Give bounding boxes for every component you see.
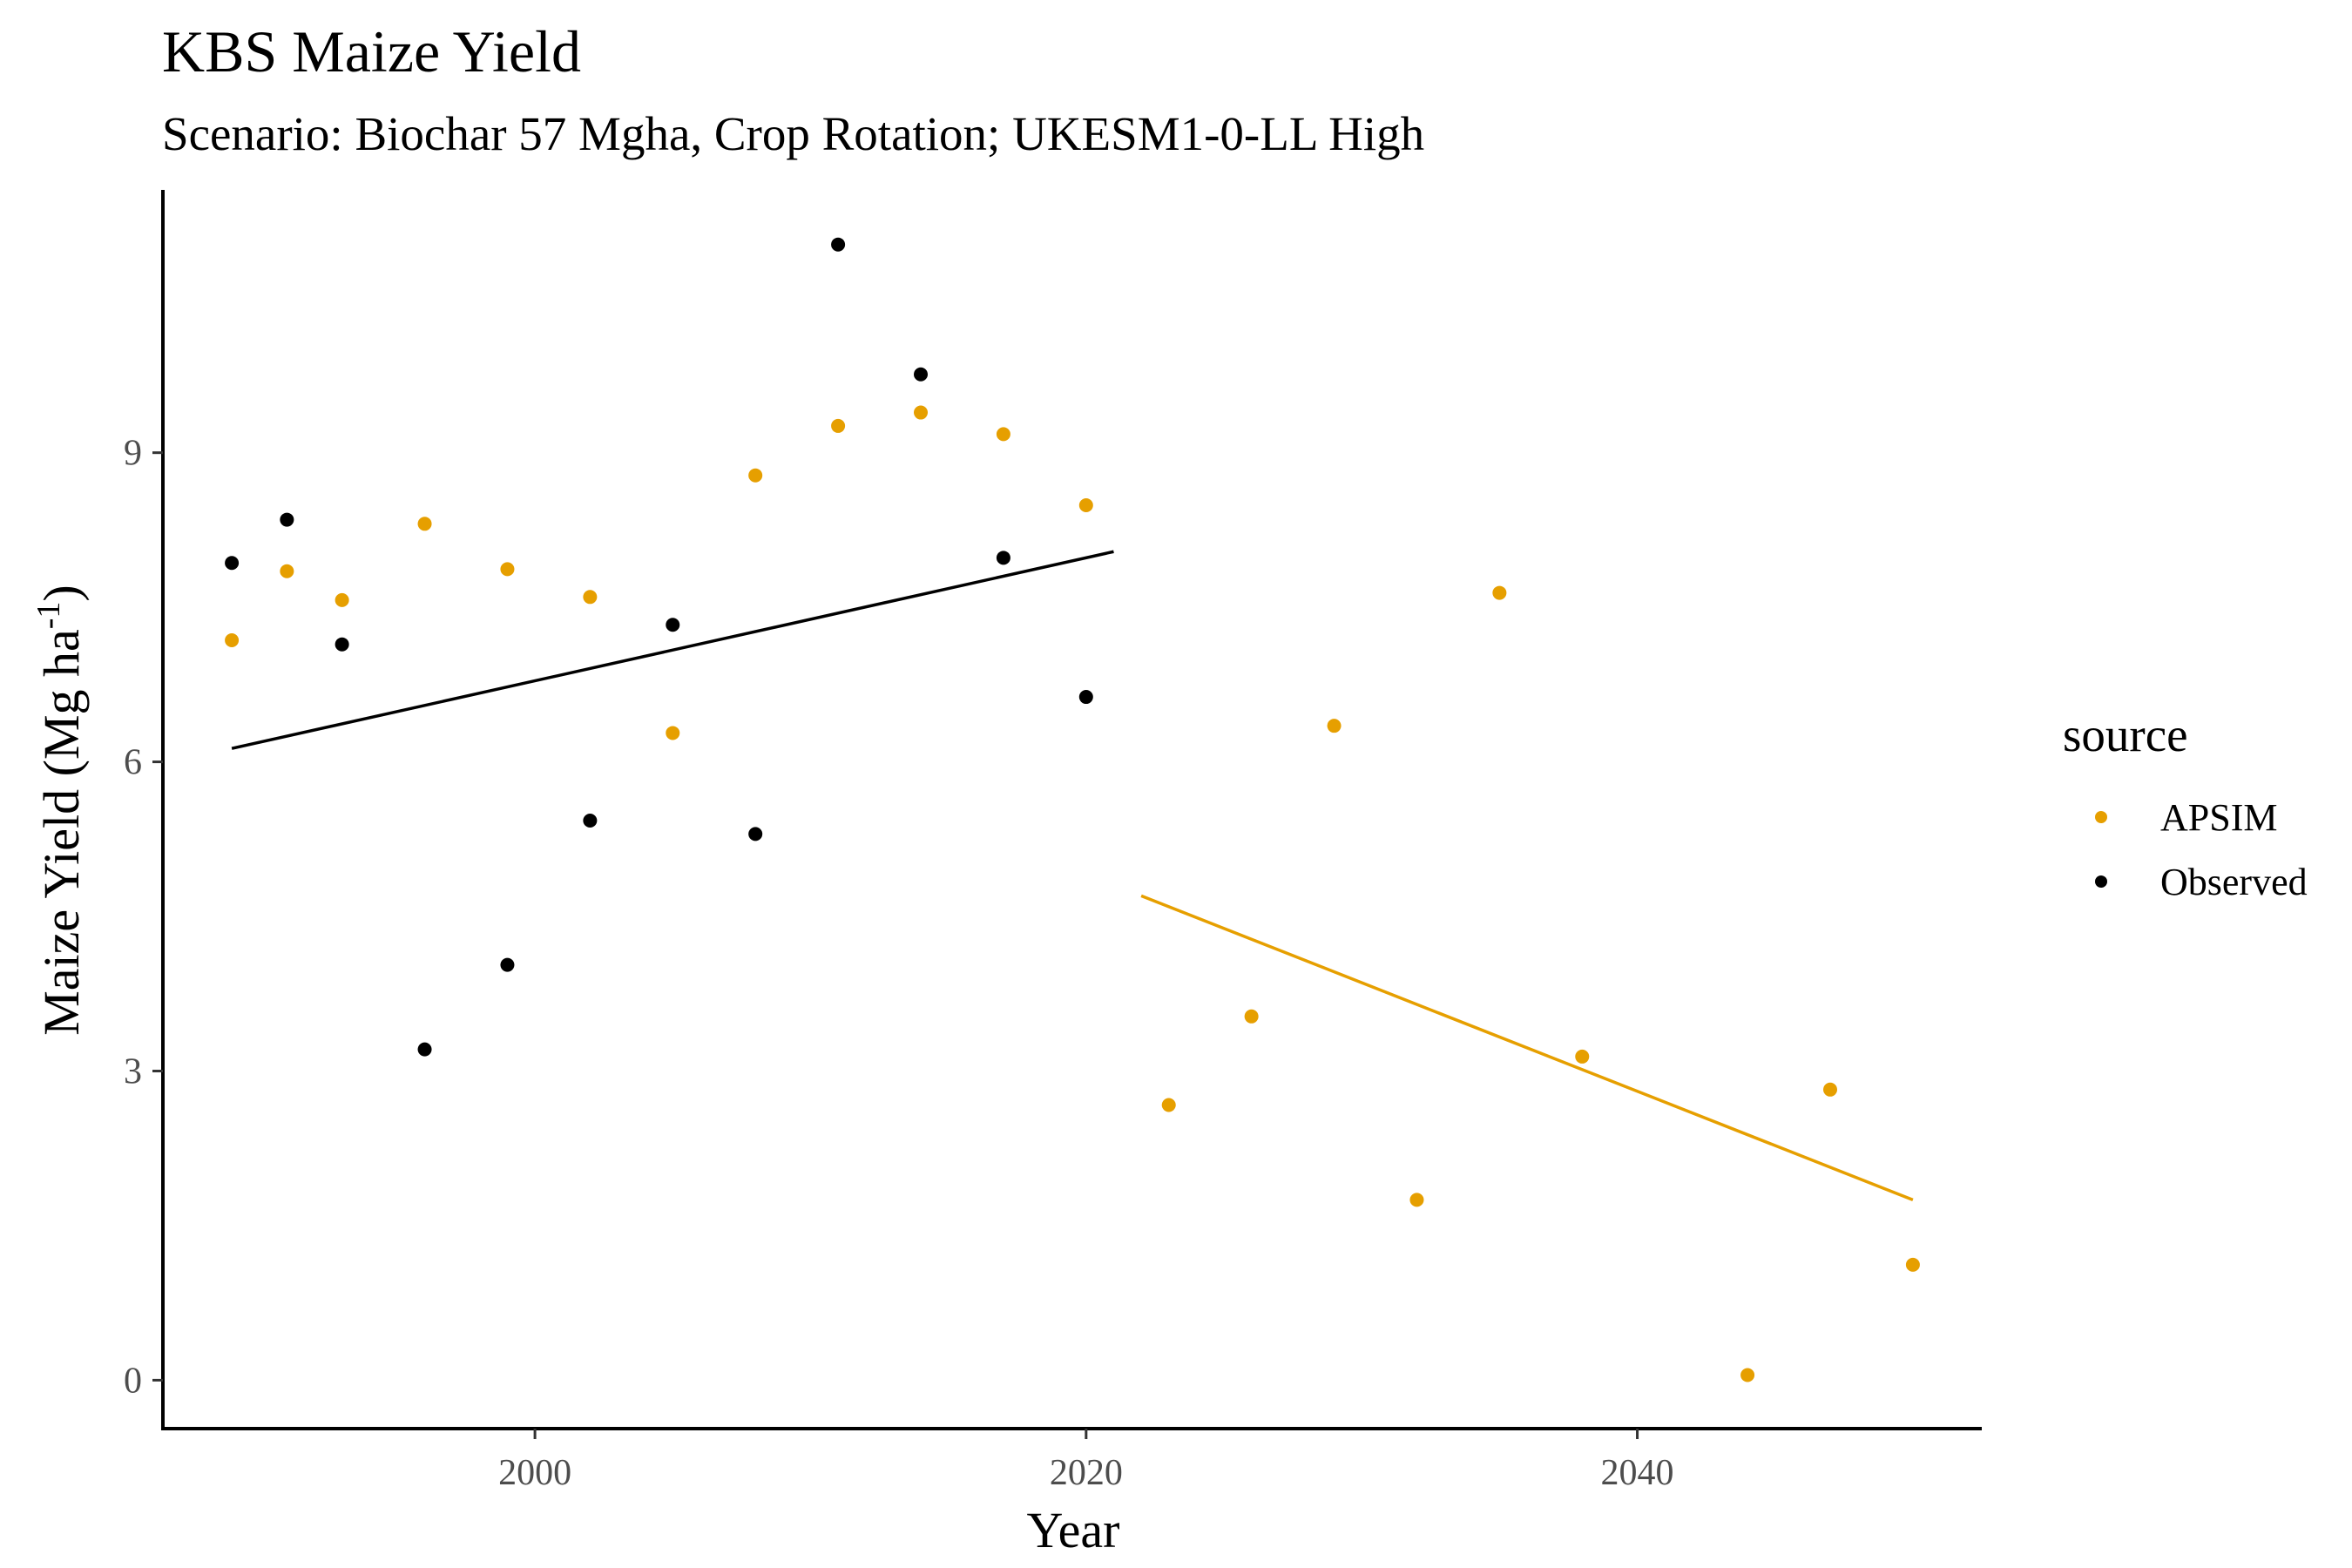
point-observed-9 (914, 367, 928, 382)
y-axis-title-superscript: -1 (30, 602, 67, 630)
point-apsim-1 (280, 564, 294, 578)
point-apsim-7 (748, 468, 763, 483)
legend: source APSIM Observed (2063, 708, 2308, 903)
point-observed-8 (831, 237, 846, 252)
point-apsim-5 (583, 590, 598, 605)
point-observed-5 (583, 814, 598, 828)
point-observed-2 (335, 637, 349, 652)
x-tick-label-2040: 2040 (1601, 1453, 1674, 1493)
x-axis-title: Year (1027, 1502, 1120, 1558)
point-observed-3 (417, 1042, 432, 1057)
chart-subtitle: Scenario: Biochar 57 Mgha, Crop Rotation… (162, 107, 1424, 160)
legend-label-apsim: APSIM (2160, 796, 2278, 839)
point-apsim-15 (1409, 1193, 1424, 1207)
y-axis-title: Maize Yield (Mg ha-1) (30, 585, 90, 1036)
plot-area (225, 237, 1920, 1382)
point-apsim-19 (1823, 1082, 1837, 1097)
y-tick-label-9: 9 (124, 434, 142, 474)
legend-title: source (2063, 708, 2188, 761)
x-tick-label-2020: 2020 (1050, 1453, 1123, 1493)
point-apsim-20 (1905, 1257, 1920, 1272)
point-observed-10 (996, 551, 1010, 565)
point-apsim-11 (1078, 498, 1093, 513)
point-apsim-2 (335, 592, 349, 607)
y-tick-label-0: 0 (124, 1361, 142, 1401)
trend-line-apsim (1140, 894, 1914, 1201)
y-ticks: 0 3 6 9 (124, 434, 163, 1401)
point-apsim-13 (1244, 1009, 1259, 1024)
point-apsim-4 (500, 562, 515, 577)
point-observed-7 (748, 827, 763, 841)
point-observed-1 (280, 512, 294, 527)
point-observed-4 (500, 957, 515, 972)
point-apsim-10 (996, 427, 1010, 442)
point-apsim-9 (914, 405, 928, 420)
y-tick-label-6: 6 (124, 743, 142, 783)
x-ticks: 2000 2020 2040 (498, 1429, 1674, 1493)
point-apsim-16 (1492, 585, 1507, 600)
point-observed-0 (225, 556, 240, 571)
chart-title: KBS Maize Yield (162, 18, 581, 84)
point-observed-11 (1078, 690, 1093, 705)
point-apsim-14 (1327, 719, 1342, 733)
trend-line-observed (231, 550, 1114, 750)
legend-key-apsim (2095, 811, 2107, 823)
point-apsim-6 (666, 726, 680, 740)
y-axis-title-main: Maize Yield (Mg ha (33, 629, 90, 1036)
legend-label-observed: Observed (2160, 861, 2308, 903)
y-axis-title-close: ) (33, 585, 90, 601)
point-apsim-3 (417, 517, 432, 531)
point-apsim-18 (1740, 1368, 1755, 1382)
point-apsim-8 (831, 418, 846, 433)
y-tick-label-3: 3 (124, 1051, 142, 1092)
legend-key-observed (2095, 875, 2107, 888)
point-apsim-12 (1161, 1098, 1176, 1112)
point-apsim-0 (225, 632, 240, 647)
x-tick-label-2000: 2000 (498, 1453, 571, 1493)
point-observed-6 (666, 618, 680, 632)
point-apsim-17 (1575, 1049, 1590, 1064)
